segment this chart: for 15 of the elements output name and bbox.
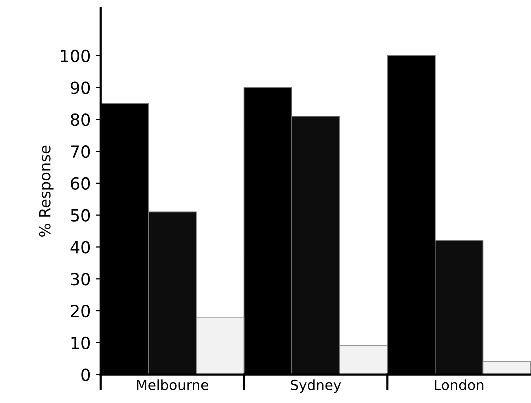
y-axis-title: % Response <box>39 146 54 237</box>
y-tick-label: 10 <box>72 336 90 350</box>
y-tick-label: 40 <box>70 241 90 254</box>
y-tick-label: 80 <box>71 114 90 126</box>
y-tick-label: 60 <box>71 177 90 190</box>
x-tick-label: Melbourne <box>137 380 208 390</box>
y-tick-label: 50 <box>71 209 90 222</box>
y-tick-label: 70 <box>71 146 90 158</box>
y-tick-label: 100 <box>61 50 90 62</box>
y-tick-label: 30 <box>71 273 90 286</box>
y-tick-label: 20 <box>71 304 90 318</box>
x-tick-label: London <box>435 380 484 390</box>
x-tick-label: Sydney <box>291 380 342 394</box>
y-tick-label: 0 <box>82 368 90 382</box>
y-tick-label: 90 <box>71 82 90 94</box>
